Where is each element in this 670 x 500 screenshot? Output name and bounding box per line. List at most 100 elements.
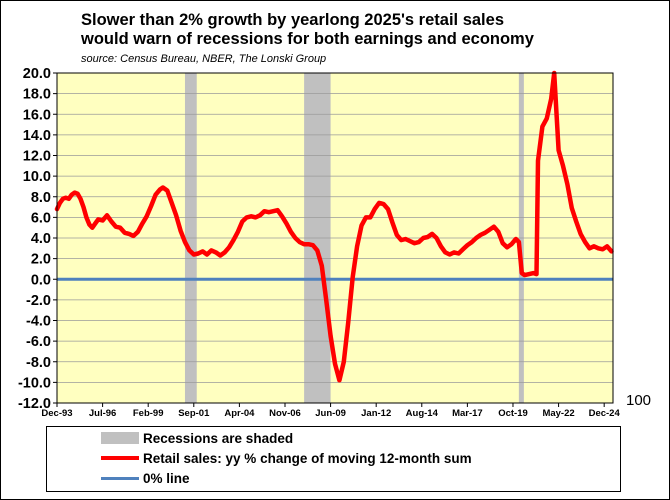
series-point xyxy=(583,240,587,244)
series-point xyxy=(140,221,144,226)
series-point xyxy=(165,188,169,193)
series-point xyxy=(284,221,289,226)
series-point xyxy=(395,233,399,237)
legend-label-series: Retail sales: yy % change of moving 12-m… xyxy=(143,450,472,466)
y-tick-label: 10.0 xyxy=(23,169,51,185)
series-point xyxy=(434,236,439,240)
series-point xyxy=(324,298,328,302)
series-point xyxy=(404,237,408,241)
series-point xyxy=(355,244,359,248)
series-point xyxy=(470,240,474,244)
series-point xyxy=(174,213,178,217)
series-point xyxy=(158,187,162,192)
series-point xyxy=(509,242,514,246)
series-point xyxy=(561,164,565,168)
series-point xyxy=(443,250,447,255)
series-point xyxy=(262,209,266,213)
x-tick-label: Dec-93 xyxy=(41,408,72,419)
series-point xyxy=(505,245,509,249)
series-point xyxy=(293,236,297,240)
series-point xyxy=(93,221,97,226)
series-layer xyxy=(54,70,614,383)
series-point xyxy=(249,214,253,218)
series-point xyxy=(298,240,302,244)
stray-axis-label: 100 xyxy=(626,392,651,409)
series-point xyxy=(58,201,62,205)
series-point xyxy=(520,271,524,275)
legend-item-zero: 0% line xyxy=(101,469,190,487)
series-point xyxy=(439,244,443,248)
x-tick-label: May-22 xyxy=(542,408,574,419)
series-point xyxy=(408,239,412,243)
series-point xyxy=(245,215,249,219)
series-point xyxy=(448,252,452,257)
series-point xyxy=(267,210,271,214)
series-point xyxy=(231,238,236,242)
y-tick-label: 0.0 xyxy=(31,272,51,288)
series-point xyxy=(67,197,71,201)
plot-border xyxy=(56,72,614,404)
series-point xyxy=(276,208,280,212)
x-tick-label: Feb-99 xyxy=(133,408,164,419)
series-point xyxy=(73,191,77,195)
series-point xyxy=(236,230,240,234)
series-point xyxy=(605,244,609,248)
y-tick-label: 14.0 xyxy=(23,128,51,144)
series-point xyxy=(570,206,574,210)
y-tick-label: -10.0 xyxy=(18,375,51,391)
series-point xyxy=(456,251,461,256)
series-point xyxy=(90,226,94,230)
series-point xyxy=(601,247,605,251)
series-point xyxy=(596,246,600,250)
series-point xyxy=(523,273,527,277)
series-point xyxy=(592,244,596,248)
series-point xyxy=(64,196,68,200)
series-point xyxy=(153,193,158,197)
x-tick-label: Jun-09 xyxy=(315,408,346,419)
series-point xyxy=(565,182,570,186)
series-point xyxy=(574,219,578,224)
series-point xyxy=(127,232,131,236)
series-point xyxy=(87,222,91,227)
y-tick-label: -6.0 xyxy=(26,334,51,350)
series-point xyxy=(333,362,337,366)
series-point xyxy=(109,219,114,224)
legend-swatch-recessions xyxy=(101,432,139,444)
series-point xyxy=(320,264,324,268)
series-point xyxy=(483,231,487,235)
series-point xyxy=(461,247,465,251)
legend-item-series: Retail sales: yy % change of moving 12-m… xyxy=(101,449,472,467)
series-point xyxy=(240,219,244,224)
series-point xyxy=(517,240,521,244)
series-point xyxy=(192,252,196,257)
series-point xyxy=(556,148,561,152)
series-point xyxy=(61,197,65,201)
series-point xyxy=(187,248,191,252)
x-tick-label: Oct-19 xyxy=(498,408,528,419)
series-point xyxy=(96,217,100,222)
series-point xyxy=(302,242,306,246)
y-tick-label: -4.0 xyxy=(26,314,51,330)
series-point xyxy=(70,193,74,197)
series-point xyxy=(178,229,183,233)
x-tick-label: Apr-04 xyxy=(224,408,255,419)
series-point xyxy=(271,209,275,213)
series-point xyxy=(412,241,417,245)
series-point xyxy=(258,213,262,217)
series-point xyxy=(426,235,430,239)
series-point xyxy=(487,228,492,232)
legend-swatch-zero xyxy=(101,476,139,480)
series-point xyxy=(579,232,583,236)
series-point xyxy=(536,159,540,163)
x-tick-label: Dec-24 xyxy=(589,408,621,419)
series-point xyxy=(161,185,165,190)
series-point xyxy=(328,334,333,338)
series-point xyxy=(280,214,284,218)
series-point xyxy=(501,241,505,245)
series-point xyxy=(430,232,434,236)
x-tick-label: Mar-17 xyxy=(452,408,483,419)
series-point xyxy=(218,253,222,258)
series-point xyxy=(114,225,118,229)
series-point xyxy=(381,202,386,206)
